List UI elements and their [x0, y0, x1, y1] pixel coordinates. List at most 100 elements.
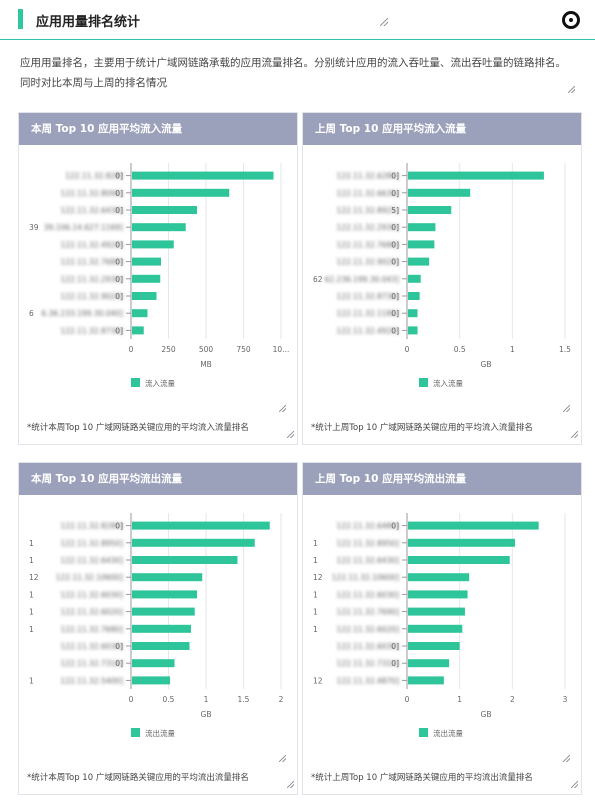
category-label: 122.11.32.7690] — [336, 608, 399, 617]
category-label-visible: 1 — [29, 625, 34, 634]
category-label: 122.11.32.7680] — [336, 240, 399, 249]
category-label: 122.11.32.6480] — [336, 522, 399, 531]
bar — [132, 676, 170, 685]
x-axis-label: GB — [481, 360, 492, 369]
bar — [408, 521, 539, 530]
panel-title: 本周 Top 10 应用平均流入流量 — [19, 113, 297, 145]
category-label: 122.11.32.6020] — [60, 608, 123, 617]
panel-footnote: *统计本周Top 10 广域网链路关键应用的平均流出流量排名 — [27, 773, 249, 783]
category-label-visible: 0] — [391, 309, 399, 318]
bar — [408, 676, 444, 685]
category-label: 122.11.32.10600] — [332, 573, 399, 582]
x-axis-label: GB — [481, 710, 492, 719]
panel-resize-handle[interactable] — [563, 755, 570, 762]
legend-swatch — [131, 378, 140, 387]
panel-resize-handle[interactable] — [287, 431, 294, 438]
panel-resize-handle[interactable] — [563, 405, 570, 412]
category-label-visible: 1 — [29, 676, 34, 685]
bar — [132, 326, 144, 335]
legend-label: 流入流量 — [433, 378, 463, 388]
legend-label: 流出流量 — [145, 728, 175, 738]
category-label-visible: 0] — [391, 258, 399, 267]
panel-resize-handle[interactable] — [279, 755, 286, 762]
bar — [132, 240, 174, 249]
bar — [132, 292, 157, 300]
bar — [132, 188, 230, 197]
bar — [132, 206, 197, 214]
category-label: 122.11.32.6030] — [60, 642, 123, 651]
bar — [132, 590, 197, 599]
category-label: 39.106.14.627.1169] — [44, 223, 123, 232]
x-tick-label: 0 — [129, 345, 134, 354]
x-tick-label: 1 — [204, 695, 209, 704]
category-label: 122.11.32.6030] — [336, 642, 399, 651]
settings-icon[interactable] — [562, 11, 580, 29]
panel-resize-handle[interactable] — [571, 781, 578, 788]
category-label: 6.36.233.199.30.040] — [41, 309, 123, 318]
panel-footnote: *统计上周Top 10 广域网链路关键应用的平均流入流量排名 — [311, 423, 533, 433]
panel-resize-handle[interactable] — [279, 405, 286, 412]
bar — [132, 521, 270, 530]
category-label: 122.11.32.6430] — [336, 556, 399, 565]
category-label-visible: 1 — [29, 608, 34, 617]
category-label-visible: 1 — [313, 539, 318, 548]
category-label-visible: 0] — [391, 172, 399, 181]
panel-title: 上周 Top 10 应用平均流出流量 — [303, 463, 581, 495]
category-label-visible: 0] — [115, 642, 123, 651]
bar — [132, 607, 195, 616]
bar — [408, 573, 470, 582]
bar — [132, 556, 238, 564]
bar — [408, 607, 465, 616]
category-label-visible: 0] — [115, 258, 123, 267]
panel-title: 上周 Top 10 应用平均流入流量 — [303, 113, 581, 145]
chart-this-week-outbound: 0 0.5 1 1.5 2122.11.32.8280]0]122.11.32.8950… — [29, 513, 284, 738]
x-tick-label: 250 — [161, 345, 176, 354]
bar — [408, 257, 430, 266]
category-label: 122.11.32.4920] — [336, 326, 399, 335]
x-tick-label: 0.5 — [163, 695, 175, 704]
category-label: 122.11.32.4870] — [336, 676, 399, 685]
category-label: 122.11.32.6030] — [336, 590, 399, 599]
x-tick-label: 3 — [563, 695, 568, 704]
category-label: 122.11.32.6020] — [336, 625, 399, 634]
category-label: 122.11.32.6430] — [60, 556, 123, 565]
category-label-visible: 1 — [29, 556, 34, 565]
title-resize-handle[interactable] — [380, 18, 388, 26]
panel-resize-handle[interactable] — [571, 431, 578, 438]
category-label-visible: 1 — [29, 590, 34, 599]
category-label-visible: 0] — [115, 172, 123, 181]
bar — [408, 659, 450, 668]
category-label-visible: 0] — [115, 189, 123, 198]
x-tick-label: 0 — [129, 695, 134, 704]
category-label: 122.11.32.8090] — [60, 189, 123, 198]
category-label-visible: 39 — [29, 223, 39, 232]
category-label-visible: 0] — [391, 223, 399, 232]
panel-resize-handle[interactable] — [287, 781, 294, 788]
category-label-visible: 12 — [29, 573, 39, 582]
x-tick-label: 750 — [236, 345, 251, 354]
category-label-visible: 0] — [115, 522, 123, 531]
bar — [132, 171, 274, 180]
bar — [408, 642, 460, 650]
x-tick-label: 2 — [279, 695, 284, 704]
panel-title: 本周 Top 10 应用平均流出流量 — [19, 463, 297, 495]
chart-last-week-outbound: 0 1 2 3122.11.32.6480]0]122.11.32.8950]1122… — [313, 513, 568, 738]
bar — [408, 223, 436, 232]
bar — [132, 538, 255, 547]
bar — [132, 274, 161, 283]
bar — [408, 274, 421, 283]
category-label: 122.11.32.10600] — [56, 573, 123, 582]
panel-last-week-inbound: 上周 Top 10 应用平均流入流量 0 0.5 1 1.5 122.11.32.628… — [302, 112, 582, 445]
category-label-visible: 0] — [391, 659, 399, 668]
description-resize-handle[interactable] — [568, 86, 575, 93]
title-accent — [18, 9, 23, 29]
bar — [408, 188, 471, 197]
bar — [132, 309, 148, 318]
bar — [408, 326, 418, 335]
bar — [132, 223, 186, 232]
category-label-visible: 12 — [313, 573, 323, 582]
category-label: 122.11.32.9020] — [60, 292, 123, 301]
category-label: 122.11.32.6430] — [60, 206, 123, 215]
category-label-visible: 0] — [115, 659, 123, 668]
bar — [408, 292, 420, 300]
